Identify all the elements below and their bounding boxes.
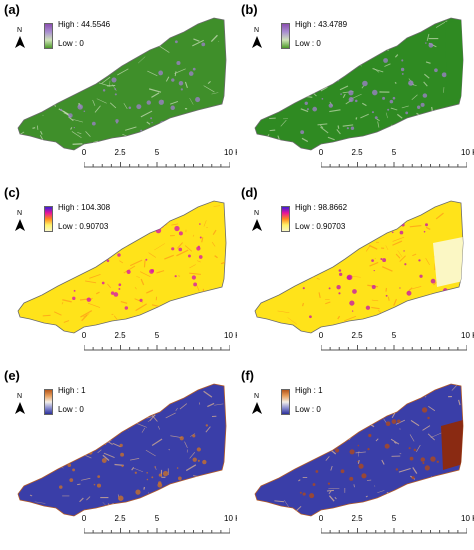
scale-bar-graphic	[321, 162, 467, 168]
scale-bar-graphic	[84, 162, 230, 168]
legend-low-label: Low : 0.90703	[295, 222, 346, 231]
scale-bar: 0 2.5 5 10 Kilometers	[81, 514, 237, 544]
study-area-map	[254, 17, 464, 151]
legend-high-label: High : 104.308	[58, 203, 111, 212]
panel-label: (a)	[4, 2, 20, 17]
scale-tick-label: 2.5	[351, 514, 363, 523]
map-panel-d: (d) N High : 98.8662 Low : 0.90703 0 2.5…	[237, 183, 474, 366]
scale-tick-label: 0	[81, 331, 87, 340]
map-legend: High : 44.5546 Low : 0	[44, 20, 164, 54]
scale-tick-label: 5	[154, 148, 160, 157]
scale-tick-label: 2.5	[114, 148, 126, 157]
panel-label: (f)	[241, 368, 254, 383]
legend-low-label: Low : 0	[58, 405, 84, 414]
scale-tick-label: 0	[318, 331, 324, 340]
scale-tick-label: 2.5	[114, 331, 126, 340]
map-legend: High : 1 Low : 0	[44, 386, 164, 420]
map-legend: High : 98.8662 Low : 0.90703	[281, 203, 401, 237]
north-arrow-icon: N	[251, 393, 263, 418]
study-area-map	[17, 17, 227, 151]
legend-color-ramp	[44, 389, 53, 415]
legend-low-label: Low : 0	[295, 405, 321, 414]
legend-high-label: High : 44.5546	[58, 20, 111, 29]
north-arrow-icon: N	[251, 210, 263, 235]
study-area-map	[254, 383, 464, 517]
scale-bar-graphic	[321, 528, 467, 534]
north-label: N	[254, 210, 260, 217]
scale-tick-label: 5	[154, 514, 160, 523]
map-legend: High : 104.308 Low : 0.90703	[44, 203, 164, 237]
north-arrow-icon: N	[251, 27, 263, 52]
legend-high-label: High : 43.4789	[295, 20, 348, 29]
scale-tick-label: 10 Kilometers	[461, 331, 474, 340]
scale-tick-label: 0	[318, 514, 324, 523]
north-arrow-icon: N	[14, 393, 26, 418]
scale-bar: 0 2.5 5 10 Kilometers	[81, 148, 237, 178]
scale-bar: 0 2.5 5 10 Kilometers	[318, 331, 474, 361]
north-label: N	[254, 393, 260, 400]
panel-label: (e)	[4, 368, 20, 383]
study-area-polygon	[17, 200, 227, 334]
legend-high-label: High : 1	[295, 386, 323, 395]
legend-low-label: Low : 0.90703	[58, 222, 109, 231]
scale-tick-label: 10 Kilometers	[224, 514, 237, 523]
north-arrow-icon: N	[14, 27, 26, 52]
scale-tick-label: 10 Kilometers	[224, 148, 237, 157]
study-area-polygon	[17, 383, 227, 517]
study-area-map	[254, 200, 464, 334]
study-area-map	[17, 383, 227, 517]
scale-tick-label: 10 Kilometers	[224, 331, 237, 340]
legend-low-label: Low : 0	[295, 39, 321, 48]
scale-bar: 0 2.5 5 10 Kilometers	[318, 148, 474, 178]
legend-color-ramp	[281, 389, 290, 415]
scale-tick-label: 5	[391, 331, 397, 340]
raster-texture	[255, 20, 463, 150]
legend-high-label: High : 98.8662	[295, 203, 348, 212]
scale-tick-label: 5	[154, 331, 160, 340]
map-legend: High : 1 Low : 0	[281, 386, 401, 420]
legend-high-label: High : 1	[58, 386, 86, 395]
legend-low-label: Low : 0	[58, 39, 84, 48]
north-label: N	[17, 393, 23, 400]
scale-tick-label: 10 Kilometers	[461, 148, 474, 157]
map-panel-f: (f) N High : 1 Low : 0 0 2.5 5 10 Kilome…	[237, 366, 474, 549]
panel-label: (d)	[241, 185, 258, 200]
scale-tick-label: 2.5	[114, 514, 126, 523]
legend-color-ramp	[44, 206, 53, 232]
scale-bar-graphic	[84, 528, 230, 534]
north-label: N	[17, 210, 23, 217]
north-arrow-icon: N	[14, 210, 26, 235]
scale-bar: 0 2.5 5 10 Kilometers	[318, 514, 474, 544]
map-legend: High : 43.4789 Low : 0	[281, 20, 401, 54]
legend-color-ramp	[281, 23, 290, 49]
scale-tick-label: 2.5	[351, 331, 363, 340]
scale-tick-label: 0	[318, 148, 324, 157]
scale-bar-graphic	[321, 345, 467, 351]
scale-tick-label: 5	[391, 514, 397, 523]
scale-tick-label: 2.5	[351, 148, 363, 157]
scale-tick-label: 0	[81, 148, 87, 157]
scale-tick-label: 5	[391, 148, 397, 157]
scale-bar: 0 2.5 5 10 Kilometers	[81, 331, 237, 361]
legend-color-ramp	[44, 23, 53, 49]
study-area-map	[17, 200, 227, 334]
map-panel-b: (b) N High : 43.4789 Low : 0 0 2.5 5 10 …	[237, 0, 474, 183]
scale-tick-label: 10 Kilometers	[461, 514, 474, 523]
north-label: N	[254, 27, 260, 34]
north-label: N	[17, 27, 23, 34]
map-panel-c: (c) N High : 104.308 Low : 0.90703 0 2.5…	[0, 183, 237, 366]
legend-color-ramp	[281, 206, 290, 232]
panel-label: (b)	[241, 2, 258, 17]
scale-tick-label: 0	[81, 514, 87, 523]
map-panel-a: (a) N High : 44.5546 Low : 0 0 2.5 5 10 …	[0, 0, 237, 183]
panel-label: (c)	[4, 185, 20, 200]
scale-bar-graphic	[84, 345, 230, 351]
map-panel-e: (e) N High : 1 Low : 0 0 2.5 5 10 Kilome…	[0, 366, 237, 549]
